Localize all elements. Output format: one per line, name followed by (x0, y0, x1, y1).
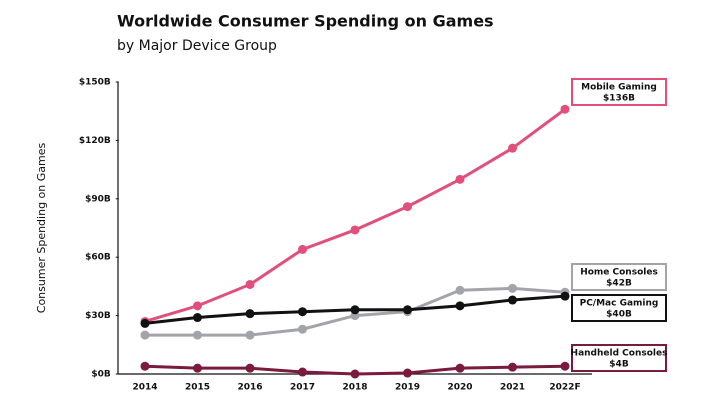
data-point (193, 301, 202, 311)
legend-label: Home Consoles (580, 268, 658, 278)
data-point (298, 307, 307, 317)
y-tick-label: $60B (85, 253, 111, 263)
x-tick-label: 2018 (342, 383, 367, 393)
data-point (193, 313, 202, 323)
y-tick-label: $30B (85, 311, 111, 321)
data-point (245, 363, 255, 373)
data-point (455, 174, 465, 184)
data-point (403, 202, 412, 212)
x-tick-label: 2021 (500, 383, 525, 393)
data-point (350, 369, 360, 379)
data-point (403, 305, 412, 315)
data-point (245, 330, 255, 340)
chart-title: Worldwide Consumer Spending on Games (117, 12, 494, 31)
y-tick-label: $150B (79, 78, 111, 88)
data-point (193, 363, 202, 373)
value-label: $42B (606, 279, 632, 289)
value-label: $136B (603, 94, 635, 104)
data-point (245, 309, 255, 319)
data-point (508, 283, 517, 293)
y-tick-label: $90B (85, 194, 111, 204)
data-point (455, 285, 465, 295)
x-tick-label: 2019 (395, 383, 420, 393)
label-box (571, 263, 667, 291)
value-label: $40B (606, 310, 632, 320)
label-box (571, 344, 667, 372)
data-point (245, 279, 255, 289)
chart-subtitle: by Major Device Group (117, 38, 277, 54)
data-point (455, 363, 465, 373)
data-point (560, 291, 570, 301)
data-point (140, 330, 150, 340)
y-axis-label: Consumer Spending on Games (35, 143, 48, 314)
data-point (193, 330, 202, 340)
data-point (403, 368, 412, 378)
x-tick-label: 2015 (185, 383, 210, 393)
x-tick-label: 2016 (237, 383, 262, 393)
data-point (560, 361, 570, 371)
x-tick-label: 2020 (447, 383, 472, 393)
data-point (140, 361, 150, 371)
data-point (508, 143, 517, 153)
x-tick-label: 2022F (549, 383, 580, 393)
label-box (571, 78, 667, 106)
value-label: $4B (609, 360, 629, 370)
legend-label: PC/Mac Gaming (580, 299, 659, 309)
data-point (140, 318, 150, 328)
y-tick-label: $120B (79, 136, 111, 146)
legend-label: Mobile Gaming (581, 83, 657, 93)
data-point (455, 301, 465, 311)
x-tick-label: 2014 (132, 383, 157, 393)
data-point (508, 362, 517, 372)
legend-label: Handheld Consoles (571, 349, 668, 359)
label-box (571, 294, 667, 322)
data-point (508, 295, 517, 305)
data-point (350, 305, 360, 315)
data-point (298, 367, 307, 377)
x-tick-label: 2017 (290, 383, 315, 393)
data-point (350, 225, 360, 235)
data-point (298, 244, 307, 254)
data-point (560, 104, 570, 114)
data-point (298, 324, 307, 334)
y-tick-label: $0B (91, 370, 111, 380)
